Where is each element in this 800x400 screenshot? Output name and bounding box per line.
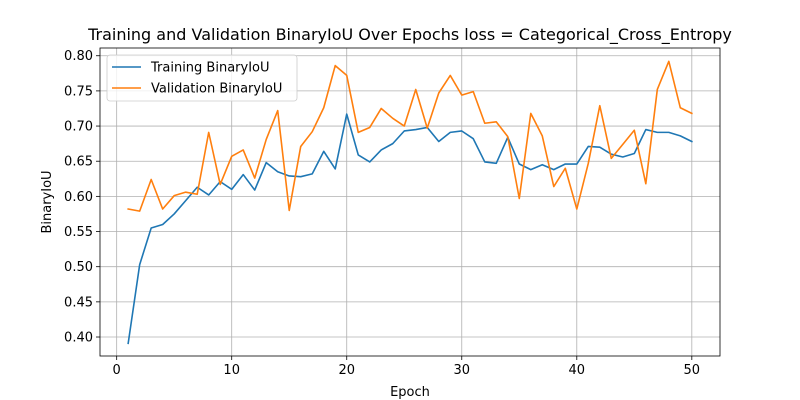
x-tick-label: 30 — [453, 363, 470, 378]
legend-label: Training BinaryIoU — [150, 61, 270, 76]
y-tick-label: 0.40 — [64, 331, 93, 346]
grid-lines — [100, 48, 720, 356]
y-tick-label: 0.45 — [64, 295, 93, 310]
plot-frame — [99, 47, 721, 357]
x-tick-label: 50 — [684, 363, 701, 378]
series-lines — [127, 60, 693, 345]
y-tick-label: 0.60 — [64, 190, 93, 205]
legend-label: Validation BinaryIoU — [151, 82, 282, 97]
legend-box — [106, 54, 298, 102]
chart-title: Training and Validation BinaryIoU Over E… — [87, 25, 732, 45]
x-tick-label: 10 — [223, 363, 240, 378]
y-axis-title: BinaryIoU — [40, 170, 55, 233]
x-tick-label: 20 — [338, 363, 355, 378]
y-tick-label: 0.55 — [64, 225, 93, 240]
y-axis-ticks: 0.40 0.45 0.50 0.55 0.60 0.65 0.70 0.75 0.80 — [64, 49, 100, 346]
legend: Training BinaryIoU Validation BinaryIoU — [106, 54, 298, 102]
y-tick-label: 0.50 — [64, 260, 93, 275]
y-tick-label: 0.70 — [64, 120, 93, 135]
validation-series-line — [127, 60, 693, 212]
x-axis-ticks: 0 10 20 30 40 50 — [113, 356, 701, 378]
y-tick-label: 0.65 — [64, 155, 93, 170]
x-axis-title: Epoch — [390, 385, 430, 400]
y-tick-label: 0.80 — [64, 49, 93, 64]
training-series-line — [127, 113, 693, 345]
x-tick-label: 0 — [113, 363, 121, 378]
y-tick-label: 0.75 — [64, 84, 93, 99]
x-tick-label: 40 — [569, 363, 586, 378]
